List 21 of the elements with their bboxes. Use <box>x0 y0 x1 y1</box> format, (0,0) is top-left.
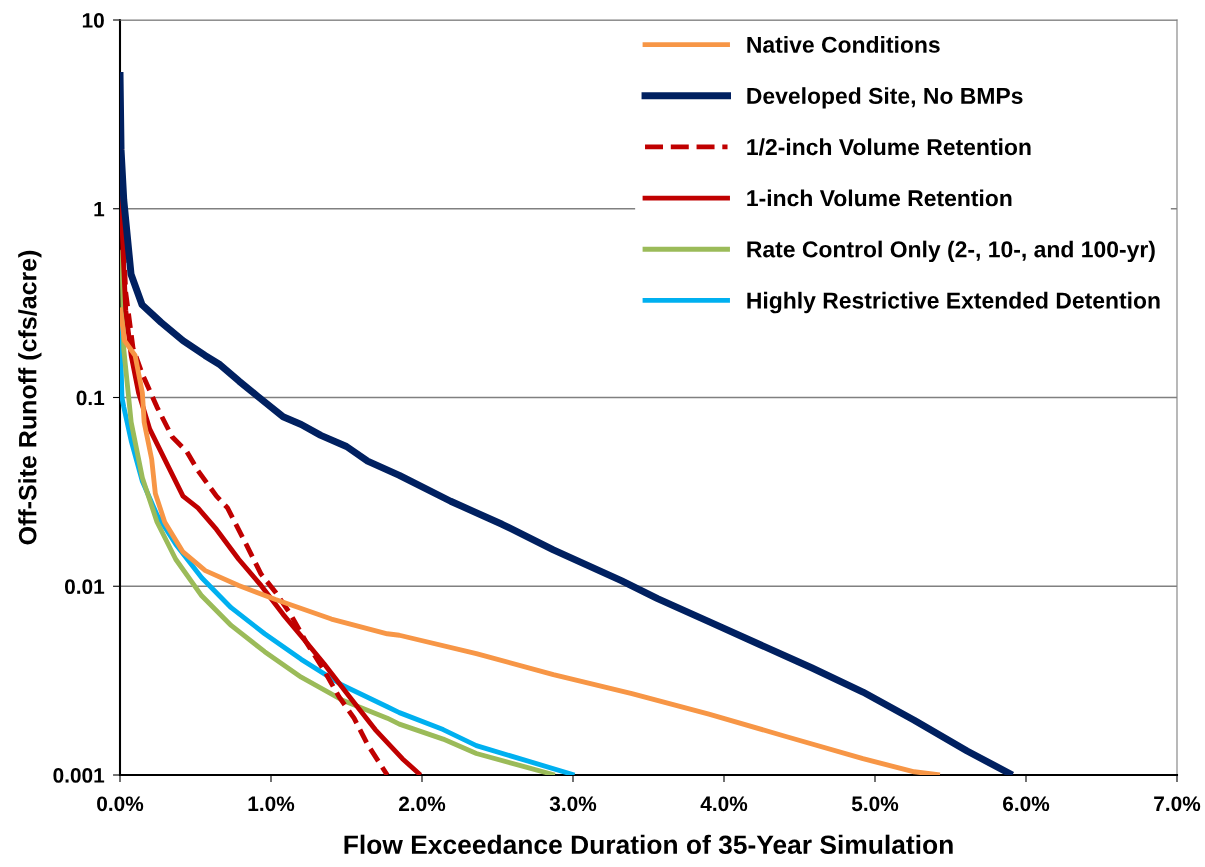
y-tick-label: 1 <box>94 201 105 217</box>
y-tick-label: 10 <box>82 13 104 28</box>
x-tick-label: 2.0% <box>398 796 446 812</box>
x-tick-label: 7.0% <box>1154 796 1201 812</box>
x-tick-label: 0.0% <box>97 796 144 812</box>
x-tick-label: 5.0% <box>851 796 899 812</box>
x-tick-label: 3.0% <box>549 796 597 812</box>
legend-label: 1/2-inch Volume Retention <box>747 138 1031 156</box>
y-tick-label: 0.001 <box>53 768 105 783</box>
legend-label: Developed Site, No BMPs <box>747 87 1023 109</box>
x-tick-label: 4.0% <box>700 796 748 812</box>
x-axis-title: Flow Exceedance Duration of 35-Year Simulation <box>344 834 953 855</box>
y-tick-label: 0.1 <box>76 390 105 406</box>
legend-label: 1-inch Volume Retention <box>747 189 1012 207</box>
x-tick-label: 1.0% <box>248 796 295 812</box>
y-axis-title: Off-Site Runoff (cfs/acre) <box>18 250 42 545</box>
legend-label: Rate Control Only (2-, 10-, and 100-yr) <box>747 240 1155 263</box>
x-tick-label: 6.0% <box>1003 796 1050 812</box>
y-tick-label: 0.01 <box>65 579 105 594</box>
legend-label: Highly Restrictive Extended Detention <box>747 291 1160 314</box>
legend-label: Native Conditions <box>747 36 940 53</box>
